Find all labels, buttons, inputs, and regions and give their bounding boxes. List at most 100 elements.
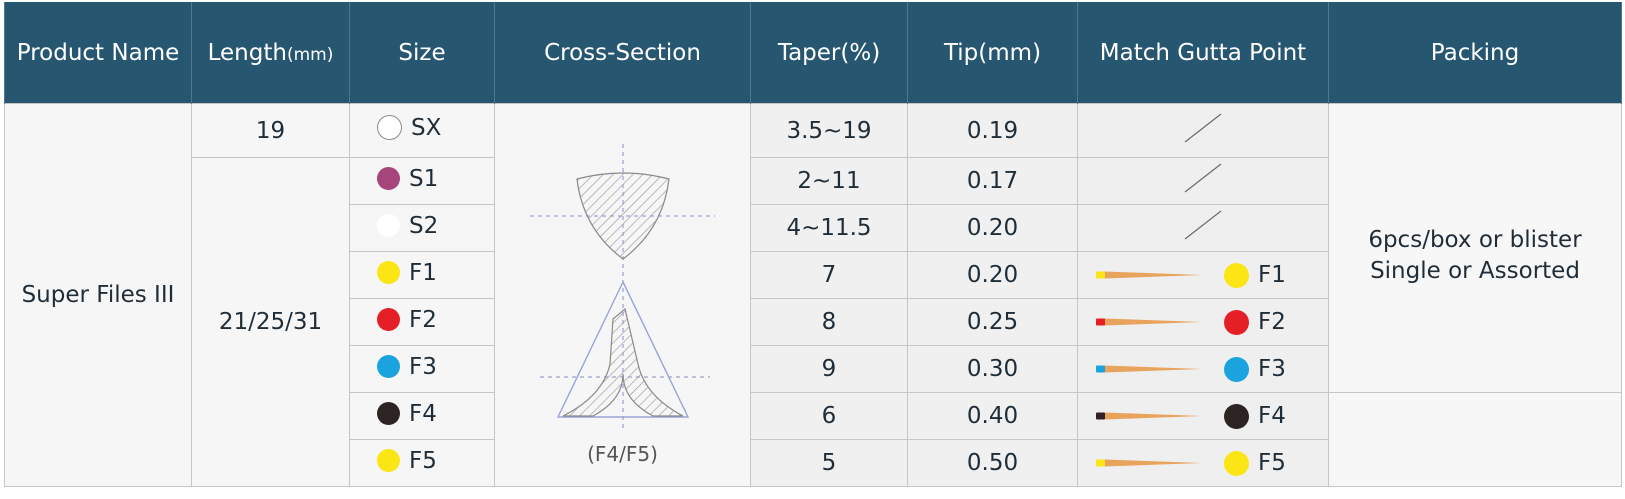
size-value: F3 bbox=[409, 353, 437, 380]
gutta-cell: F2 bbox=[1077, 298, 1329, 346]
size-label-wrap: F1 bbox=[377, 260, 467, 286]
size-cell: S2 bbox=[349, 204, 495, 252]
table-row: F2 8 0.25 F2 bbox=[5, 298, 1622, 346]
gutta-value: F3 bbox=[1258, 356, 1286, 382]
gutta-cell: F3 bbox=[1077, 345, 1329, 393]
taper-value: 2~11 bbox=[797, 168, 861, 194]
gutta-point-icon bbox=[1096, 365, 1202, 373]
size-value: S2 bbox=[409, 212, 439, 239]
tip-cell: 0.40 bbox=[907, 392, 1078, 440]
size-label-wrap: S2 bbox=[377, 213, 467, 239]
size-cell: F5 bbox=[349, 439, 495, 487]
tip-cell: 0.19 bbox=[907, 103, 1078, 158]
taper-cell: 6 bbox=[750, 392, 908, 440]
gutta-color-dot-icon bbox=[1224, 403, 1249, 429]
color-dot-icon bbox=[377, 449, 400, 473]
size-cell: F4 bbox=[349, 392, 495, 440]
table-row: F3 9 0.30 F3 bbox=[5, 345, 1622, 393]
tip-value: 0.19 bbox=[966, 117, 1019, 144]
gutta-value: F1 bbox=[1258, 262, 1286, 288]
size-value: S1 bbox=[409, 165, 439, 192]
size-value: F4 bbox=[409, 400, 437, 427]
taper-value: 9 bbox=[821, 356, 837, 382]
tip-cell: 0.25 bbox=[907, 298, 1078, 346]
size-label-wrap: F5 bbox=[377, 448, 467, 474]
tip-value: 0.20 bbox=[966, 215, 1019, 241]
color-dot-icon bbox=[377, 115, 402, 141]
taper-cell: 7 bbox=[750, 251, 908, 299]
gutta-color-dot-icon bbox=[1224, 450, 1249, 476]
taper-value: 3.5~19 bbox=[786, 117, 872, 144]
color-dot-icon bbox=[377, 402, 400, 426]
tip-value: 0.30 bbox=[966, 356, 1019, 382]
packing-line-2: Single or Assorted bbox=[1370, 258, 1580, 284]
size-cell: F3 bbox=[349, 345, 495, 393]
taper-value: 4~11.5 bbox=[786, 215, 872, 241]
gutta-cell: F1 bbox=[1077, 251, 1329, 299]
taper-value: 6 bbox=[821, 403, 837, 429]
header-length-label: Length bbox=[207, 39, 287, 66]
size-label-wrap: S1 bbox=[377, 166, 467, 192]
header-tip: Tip(mm) bbox=[907, 2, 1078, 104]
gutta-cell bbox=[1077, 204, 1329, 252]
taper-value: 8 bbox=[821, 309, 837, 335]
slash-icon bbox=[1184, 112, 1222, 143]
table-row: S2 4~11.5 0.20 bbox=[5, 204, 1622, 252]
tip-cell: 0.50 bbox=[907, 439, 1078, 487]
tip-value: 0.50 bbox=[966, 450, 1019, 476]
color-dot-icon bbox=[377, 167, 400, 191]
size-value: F1 bbox=[409, 259, 437, 286]
size-value: F2 bbox=[409, 306, 437, 333]
size-cell: F1 bbox=[349, 251, 495, 299]
table-row: Super Files III 19 SX (F4/F5) 3.5~19 0.19 6pcs… bbox=[4, 103, 1622, 487]
size-cell: SX bbox=[349, 103, 495, 158]
gutta-cell: F5 bbox=[1077, 439, 1329, 487]
cross-section-diagram-icon bbox=[530, 144, 715, 429]
header-size: Size bbox=[349, 2, 495, 104]
size-cell: S1 bbox=[349, 157, 495, 205]
gutta-value: F2 bbox=[1258, 309, 1286, 335]
size-value: SX bbox=[411, 114, 442, 141]
color-dot-icon bbox=[377, 261, 400, 285]
size-cell: F2 bbox=[349, 298, 495, 346]
tip-cell: 0.17 bbox=[907, 157, 1078, 205]
product-name: Super Files III bbox=[21, 282, 175, 308]
table-row: F1 7 0.20 F1 bbox=[5, 251, 1622, 299]
tip-cell: 0.20 bbox=[907, 204, 1078, 252]
length-cell: 19 bbox=[191, 103, 350, 158]
slash-icon bbox=[1184, 210, 1222, 240]
gutta-cell bbox=[1077, 103, 1329, 158]
gutta-cell: F4 bbox=[1077, 392, 1329, 440]
gutta-point-icon bbox=[1096, 459, 1202, 467]
gutta-point-wrap: F3 bbox=[1078, 346, 1328, 392]
taper-cell: 8 bbox=[750, 298, 908, 346]
gutta-point-wrap: F4 bbox=[1078, 393, 1328, 439]
color-dot-icon bbox=[377, 214, 400, 238]
length-value: 21/25/31 bbox=[218, 309, 323, 335]
gutta-color-dot-icon bbox=[1224, 262, 1249, 288]
length-value: 19 bbox=[255, 117, 286, 144]
taper-cell: 9 bbox=[750, 345, 908, 393]
header-taper: Taper(%) bbox=[750, 2, 908, 104]
length-cell: 21/25/31 bbox=[191, 157, 350, 487]
packing-cell: 6pcs/box or blister Single or Assorted bbox=[1328, 103, 1622, 393]
gutta-point-icon bbox=[1096, 271, 1202, 279]
size-label-wrap: F4 bbox=[377, 401, 467, 427]
tip-value: 0.25 bbox=[966, 309, 1019, 335]
taper-cell: 5 bbox=[750, 439, 908, 487]
header-cross-section: Cross-Section bbox=[494, 2, 751, 104]
header-length-unit: (mm) bbox=[286, 44, 334, 65]
size-label-wrap: SX bbox=[377, 115, 467, 141]
taper-cell: 2~11 bbox=[750, 157, 908, 205]
table-row: 21/25/31 S1 2~11 0.17 bbox=[5, 157, 1622, 487]
gutta-point-wrap: F1 bbox=[1078, 252, 1328, 298]
header-packing: Packing bbox=[1328, 2, 1622, 104]
gutta-point-wrap: F5 bbox=[1078, 440, 1328, 486]
taper-cell: 4~11.5 bbox=[750, 204, 908, 252]
product-spec-table: Product Name Length(mm) Size Cross-Secti… bbox=[4, 2, 1622, 487]
packing-line-1: 6pcs/box or blister bbox=[1368, 227, 1582, 253]
tip-value: 0.20 bbox=[966, 262, 1019, 288]
table-row: F4 6 0.40 F4 bbox=[5, 392, 1622, 487]
tip-cell: 0.30 bbox=[907, 345, 1078, 393]
